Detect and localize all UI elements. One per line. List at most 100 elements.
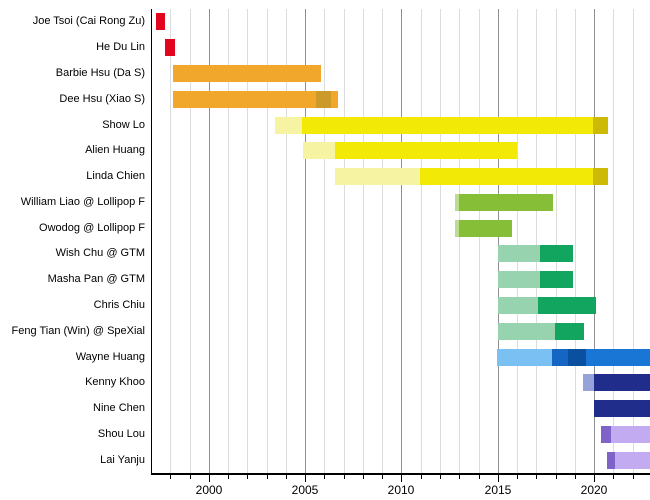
bar-segment (455, 194, 459, 211)
gridline-major (305, 9, 306, 473)
bar-segment (335, 168, 420, 185)
row-label: Alien Huang (85, 144, 145, 156)
row-label: Feng Tian (Win) @ SpeXial (11, 325, 145, 337)
gridline-minor (170, 9, 171, 473)
gridline-minor (286, 9, 287, 473)
bar-segment (316, 91, 331, 108)
gridline-minor (421, 9, 422, 473)
bar-segment (615, 452, 650, 469)
gridline-minor (556, 9, 557, 473)
bar-segment (607, 452, 616, 469)
row-label: He Du Lin (96, 41, 145, 53)
bar-segment (552, 349, 568, 366)
row-label: Dee Hsu (Xiao S) (59, 93, 145, 105)
bar-segment (459, 194, 553, 211)
x-minor-tick (344, 475, 345, 479)
gridline-major (401, 9, 402, 473)
x-minor-tick (170, 475, 171, 479)
gridline-major (498, 9, 499, 473)
bar-segment (459, 220, 512, 237)
x-minor-tick (267, 475, 268, 479)
gridline-minor (479, 9, 480, 473)
x-minor-tick (324, 475, 325, 479)
x-minor-tick (633, 475, 634, 479)
row-label: Show Lo (102, 119, 145, 131)
row-label: Joe Tsoi (Cai Rong Zu) (32, 15, 145, 27)
gridline-minor (440, 9, 441, 473)
bar-segment (594, 400, 650, 417)
bar-segment (586, 349, 650, 366)
bar-segment (420, 168, 593, 185)
bar-segment (331, 91, 338, 108)
gridline-minor (363, 9, 364, 473)
bar-segment (498, 297, 538, 314)
gridline-minor (324, 9, 325, 473)
bar-segment (593, 168, 608, 185)
row-label: Owodog @ Lollipop F (39, 222, 145, 234)
x-minor-tick (440, 475, 441, 479)
x-minor-tick (228, 475, 229, 479)
bar-segment (497, 349, 552, 366)
bar-segment (303, 142, 335, 159)
gridline-major (594, 9, 595, 473)
x-major-tick (594, 475, 595, 482)
x-minor-tick (613, 475, 614, 479)
bar-segment (568, 349, 586, 366)
x-minor-tick (382, 475, 383, 479)
x-tick-label: 2010 (387, 483, 415, 497)
row-label: Barbie Hsu (Da S) (55, 67, 145, 79)
x-minor-tick (286, 475, 287, 479)
bar-segment (594, 374, 650, 391)
x-minor-tick (575, 475, 576, 479)
bar-segment (335, 142, 517, 159)
bar-segment (611, 426, 650, 443)
x-major-tick (305, 475, 306, 482)
gridline-major (209, 9, 210, 473)
gridline-minor (536, 9, 537, 473)
x-minor-tick (363, 475, 364, 479)
bar-segment (540, 245, 573, 262)
x-tick-label: 2015 (484, 483, 512, 497)
bar-segment (156, 13, 165, 30)
row-label: Wayne Huang (75, 351, 145, 363)
bar-segment (601, 426, 612, 443)
gridline-minor (267, 9, 268, 473)
x-minor-tick (247, 475, 248, 479)
bar-segment (498, 323, 555, 340)
x-major-tick (209, 475, 210, 482)
bar-segment (165, 39, 175, 56)
x-tick-label: 2000 (195, 483, 223, 497)
bar-segment (540, 271, 573, 288)
gridline-minor (382, 9, 383, 473)
bar-segment (583, 374, 595, 391)
bar-segment (302, 117, 593, 134)
bar-segment (498, 245, 540, 262)
x-minor-tick (517, 475, 518, 479)
x-major-tick (498, 475, 499, 482)
x-minor-tick (536, 475, 537, 479)
x-axis (151, 473, 650, 475)
bar-segment (498, 271, 540, 288)
gridline-minor (517, 9, 518, 473)
bar-segment (555, 323, 584, 340)
x-minor-tick (556, 475, 557, 479)
row-label: William Liao @ Lollipop F (20, 196, 145, 208)
y-axis (151, 9, 152, 473)
x-minor-tick (459, 475, 460, 479)
x-tick-label: 2020 (580, 483, 608, 497)
row-label: Chris Chiu (93, 299, 145, 311)
bar-segment (455, 220, 459, 237)
bar-segment (173, 65, 321, 82)
row-label: Wish Chu @ GTM (55, 247, 145, 259)
bar-segment (173, 91, 316, 108)
gridline-minor (613, 9, 614, 473)
x-major-tick (401, 475, 402, 482)
gridline-minor (344, 9, 345, 473)
x-tick-label: 2005 (291, 483, 319, 497)
gridline-minor (228, 9, 229, 473)
gridline-minor (459, 9, 460, 473)
bar-segment (593, 117, 608, 134)
row-label: Kenny Khoo (85, 376, 145, 388)
x-minor-tick (421, 475, 422, 479)
